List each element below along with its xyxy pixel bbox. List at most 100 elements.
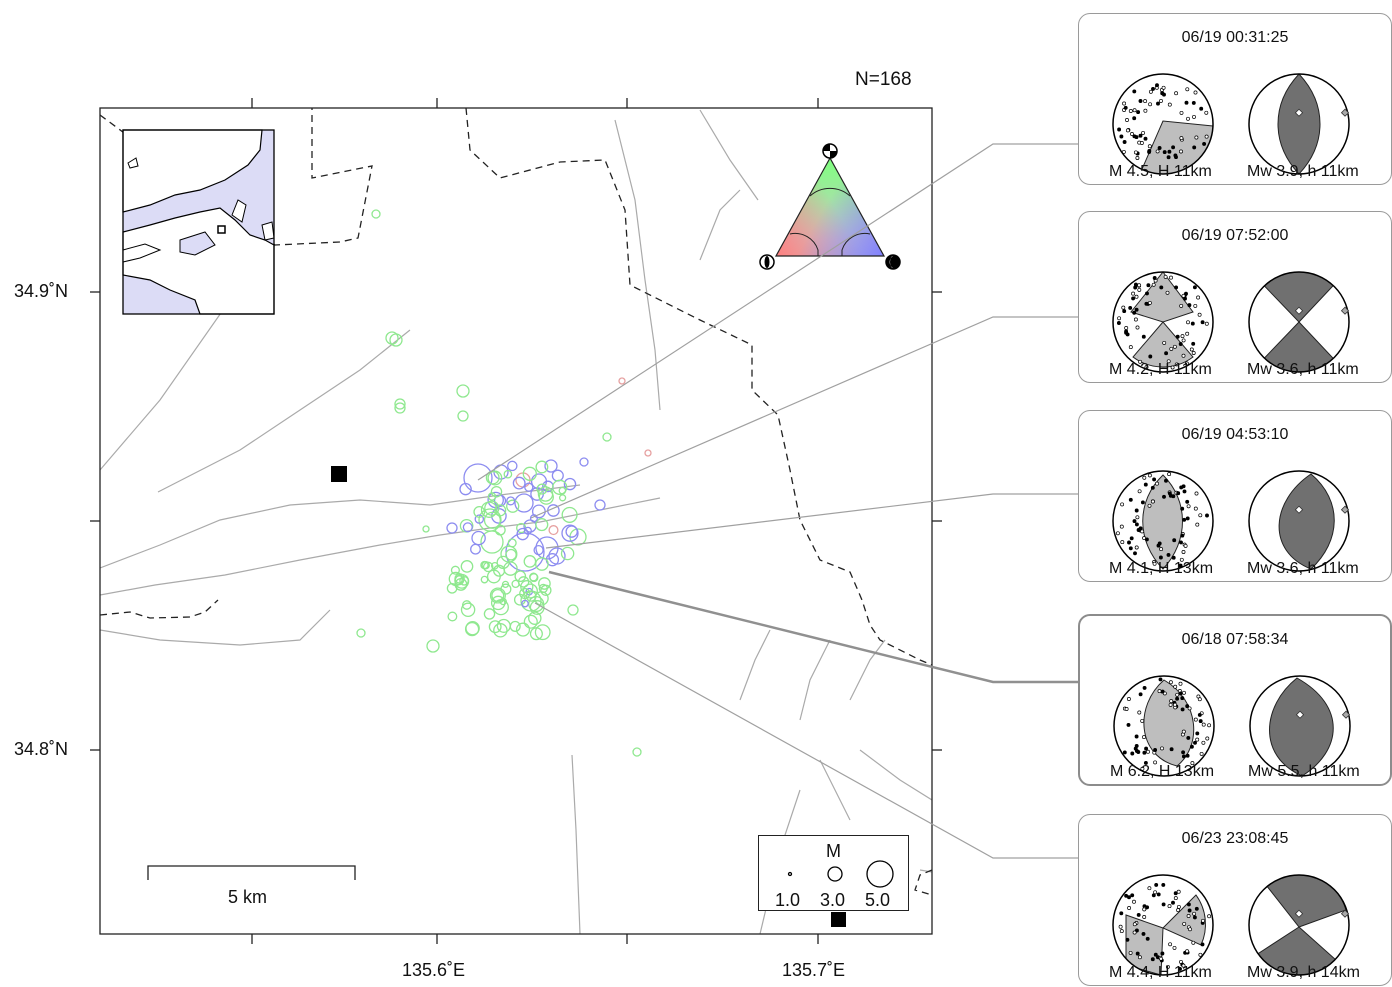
inset-location-marker (217, 225, 226, 234)
epicenter-marker (480, 501, 498, 518)
event-panel: 06/19 00:31:25 M 4.5, H 11km Mw 3.9, h 1… (1078, 13, 1392, 185)
station-marker (831, 912, 846, 927)
epicenter-marker (503, 469, 513, 479)
epicenter-marker (462, 522, 473, 533)
first-motion-beachball (1112, 271, 1214, 373)
ternary-normal-icon (759, 254, 775, 270)
epicenter-marker (389, 333, 403, 347)
epicenter-marker (457, 410, 469, 422)
epicenter-marker (567, 604, 579, 616)
legend-value: 1.0 (775, 890, 801, 910)
epicenter-marker (509, 620, 521, 632)
epicenter-marker (512, 476, 526, 490)
epicenter-marker (514, 493, 534, 513)
epicenter-marker (494, 504, 507, 517)
epicenter-marker (481, 561, 490, 570)
moment-tensor-beachball (1249, 675, 1351, 777)
scale-bar-label: 5 km (228, 887, 268, 907)
event-time: 06/18 07:58:34 (1181, 631, 1289, 648)
epicenter-marker (460, 560, 474, 573)
epicenter-marker (490, 595, 506, 611)
epicenter-marker (525, 590, 537, 602)
epicenter-marker (644, 449, 652, 457)
event-magnitude: M 4.1, H 13km (1109, 560, 1214, 577)
epicenter-marker (529, 572, 538, 582)
epicenter-marker (544, 459, 558, 473)
epicenter-marker (524, 482, 534, 492)
epicenter-marker (480, 530, 504, 554)
epicenter-markers (356, 209, 652, 757)
epicenter-marker (460, 602, 476, 618)
epicenter-marker (491, 588, 505, 603)
epicenter-marker (522, 583, 538, 599)
epicenter-marker (464, 621, 480, 637)
epicenter-marker (474, 514, 485, 524)
epicenter-marker (470, 543, 481, 555)
prefecture-boundaries (100, 108, 932, 896)
epicenter-marker (489, 587, 506, 604)
epicenter-marker (490, 485, 503, 498)
event-magnitude: M 6.2, H 13km (1110, 763, 1215, 780)
scale-bar (147, 865, 356, 880)
epicenter-marker (579, 457, 589, 467)
legend-value: 3.0 (820, 890, 846, 910)
epicenter-marker (394, 402, 406, 414)
event-panel-mainshock: 06/18 07:58:34 M 6.2, H 13km Mw 5.5, h 1… (1078, 614, 1392, 786)
focal-mechanism-pair (1112, 470, 1350, 572)
legend-title: M (826, 841, 841, 861)
epicenter-marker (537, 486, 554, 502)
event-moment-magnitude: Mw 3.6, h 11km (1247, 560, 1359, 577)
epicenter-marker (551, 469, 564, 482)
epicenter-marker (594, 499, 606, 511)
epicenter-marker (506, 496, 516, 506)
epicenter-marker (558, 494, 567, 502)
event-moment-magnitude: Mw 3.6, h 11km (1247, 361, 1359, 378)
focal-mechanism-pair (1112, 73, 1350, 175)
event-moment-magnitude: Mw 3.9, h 14km (1247, 964, 1360, 981)
epicenter-marker (618, 377, 626, 385)
event-magnitude: M 4.4, H 11km (1109, 964, 1212, 981)
epicenter-marker (446, 522, 458, 534)
epicenter-marker (523, 614, 538, 629)
focal-mechanism-pair (1112, 271, 1350, 373)
epicenter-marker (422, 525, 430, 533)
epicenter-marker (488, 620, 502, 634)
moment-tensor-beachball (1248, 73, 1350, 175)
epicenter-marker (484, 500, 500, 516)
epicenter-marker (561, 506, 578, 523)
epicenter-marker (535, 557, 549, 571)
event-moment-magnitude: Mw 5.5, h 11km (1248, 763, 1360, 780)
station-marker (331, 466, 347, 482)
ternary-reverse-icon (885, 254, 901, 270)
epicenter-marker (560, 546, 575, 561)
epicenter-marker (483, 608, 496, 620)
epicenter-marker (534, 624, 551, 641)
moment-tensor-beachball (1248, 470, 1350, 572)
epicenter-marker (471, 530, 486, 546)
epicenter-marker (496, 555, 510, 570)
epicenter-marker (535, 518, 549, 532)
epicenter-marker (558, 486, 567, 495)
epicenter-marker (426, 639, 440, 653)
epicenter-marker (463, 463, 493, 493)
epicenter-marker (461, 600, 472, 610)
epicenter-marker (528, 611, 542, 625)
epicenter-marker (480, 575, 489, 584)
epicenter-marker (522, 466, 537, 481)
event-panel: 06/19 07:52:00 M 4.2, H 11km Mw 3.6, h 1… (1078, 211, 1392, 383)
lat-tick-label: 34.9˚N (14, 281, 69, 301)
epicenter-marker (529, 514, 538, 523)
epicenter-marker (516, 527, 529, 541)
epicenter-marker (454, 575, 465, 586)
inset-map (122, 129, 275, 315)
epicenter-marker (602, 432, 612, 442)
epicenter-marker (507, 460, 518, 472)
moment-tensor-beachball (1248, 271, 1350, 373)
epicenter-marker (548, 525, 559, 536)
lon-tick-label: 135.7˚E (782, 960, 846, 980)
epicenter-marker (521, 599, 529, 608)
epicenter-marker (523, 555, 537, 568)
epicenter-marker (536, 483, 548, 495)
epicenter-marker (459, 482, 472, 496)
epicenter-marker (561, 524, 579, 542)
